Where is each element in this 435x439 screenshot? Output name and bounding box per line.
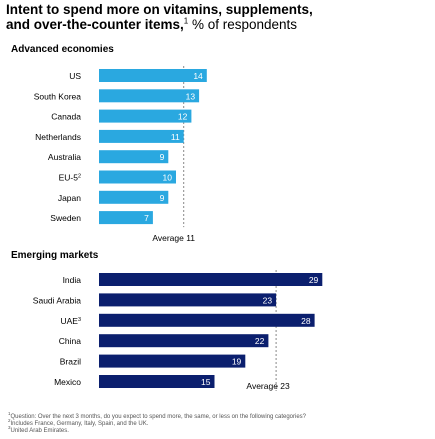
advanced-bar-0 bbox=[99, 69, 207, 82]
advanced-category-label-1: South Korea bbox=[34, 91, 82, 101]
advanced-panel-title: Advanced economies bbox=[11, 44, 114, 55]
emerging-bar-5 bbox=[99, 375, 215, 388]
emerging-value-label-3: 22 bbox=[255, 336, 265, 346]
title-unit: % of respondents bbox=[188, 17, 298, 32]
advanced-bar-3 bbox=[99, 129, 184, 143]
advanced-bar-2 bbox=[99, 109, 192, 123]
title-line-2-text: and over-the-counter items, bbox=[6, 17, 184, 32]
emerging-value-label-2: 28 bbox=[301, 316, 311, 326]
title-footnote-marker: 1 bbox=[183, 16, 189, 26]
advanced-bar-1 bbox=[99, 89, 200, 103]
emerging-bar-3 bbox=[99, 334, 269, 348]
footnote-1-text: Question: Over the next 3 months, do you… bbox=[10, 414, 307, 420]
advanced-value-label-2: 12 bbox=[178, 112, 188, 122]
advanced-category-label-0: US bbox=[69, 71, 81, 81]
footnote-3-marker: 3 bbox=[8, 425, 11, 431]
advanced-value-label-6: 9 bbox=[160, 193, 165, 203]
footnote-2-marker: 2 bbox=[8, 418, 11, 424]
emerging-category-label-3: China bbox=[59, 336, 81, 346]
advanced-category-label-5: EU-52 bbox=[59, 173, 81, 183]
emerging-category-label-2: UAE3 bbox=[60, 316, 81, 326]
footnote-2: 2Includes France, Germany, Italy, Spain,… bbox=[8, 418, 433, 428]
emerging-bar-2 bbox=[99, 313, 315, 327]
title-line-2: and over-the-counter items,1 % of respon… bbox=[6, 17, 431, 32]
advanced-category-label-4: Australia bbox=[48, 152, 81, 162]
advanced-bar-7 bbox=[99, 211, 153, 225]
footnote-3-text: United Arab Emirates. bbox=[10, 428, 69, 435]
emerging-category-label-4: Brazil bbox=[60, 357, 81, 367]
footnote-3: 3United Arab Emirates. bbox=[8, 425, 433, 435]
emerging-bar-0 bbox=[99, 273, 323, 286]
advanced-value-label-0: 14 bbox=[193, 71, 203, 81]
bar-charts: Advanced economies US 14 South Korea 13 Canad… bbox=[11, 44, 323, 391]
footnote-1: 1Question: Over the next 3 months, do yo… bbox=[8, 411, 433, 421]
emerging-value-label-4: 19 bbox=[232, 357, 242, 367]
advanced-category-label-7: Sweden bbox=[50, 213, 81, 223]
emerging-category-label-0: India bbox=[63, 275, 82, 285]
emerging-average-label: Average 23 bbox=[246, 381, 290, 391]
advanced-bar-5 bbox=[99, 170, 176, 184]
advanced-category-label-3: Netherlands bbox=[35, 132, 81, 142]
emerging-panel-title: Emerging markets bbox=[11, 250, 99, 261]
emerging-bar-4 bbox=[99, 354, 246, 368]
advanced-value-label-1: 13 bbox=[186, 91, 196, 101]
title-line-1: Intent to spend more on vitamins, supple… bbox=[6, 2, 313, 17]
emerging-bar-1 bbox=[99, 293, 277, 307]
advanced-bar-6 bbox=[99, 190, 169, 204]
advanced-value-label-5: 10 bbox=[163, 173, 173, 183]
footnote-2-text: Includes France, Germany, Italy, Spain, … bbox=[10, 421, 149, 428]
footnotes: 1Question: Over the next 3 months, do yo… bbox=[8, 411, 433, 436]
advanced-value-label-7: 7 bbox=[144, 213, 149, 223]
advanced-value-label-4: 9 bbox=[160, 152, 165, 162]
advanced-average-label: Average 11 bbox=[152, 233, 195, 243]
advanced-bar-4 bbox=[99, 150, 169, 164]
emerging-value-label-0: 29 bbox=[309, 275, 319, 285]
footnote-1-marker: 1 bbox=[8, 411, 11, 416]
emerging-value-label-5: 15 bbox=[201, 377, 211, 387]
advanced-category-label-6: Japan bbox=[58, 193, 81, 203]
emerging-category-label-5: Mexico bbox=[54, 377, 81, 387]
advanced-category-label-2: Canada bbox=[51, 112, 81, 122]
emerging-value-label-1: 23 bbox=[263, 295, 273, 305]
advanced-value-label-3: 11 bbox=[171, 132, 180, 142]
chart-title: Intent to spend more on vitamins, supple… bbox=[6, 2, 431, 32]
emerging-category-label-1: Saudi Arabia bbox=[33, 295, 81, 305]
